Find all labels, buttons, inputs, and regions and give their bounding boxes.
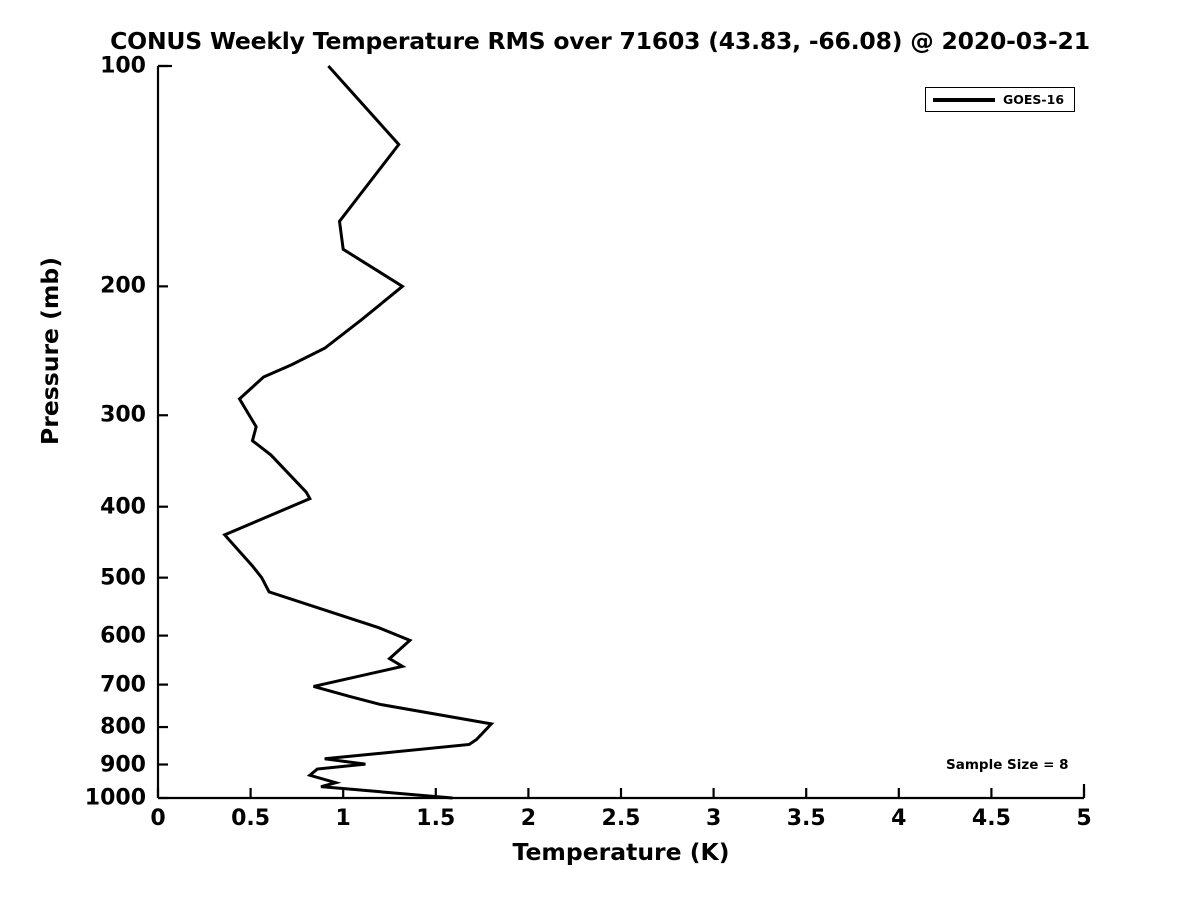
y-tick-label: 500 (100, 565, 146, 591)
y-axis-label: Pressure (mb) (36, 257, 64, 445)
x-tick-label: 3.5 (786, 806, 826, 831)
legend-label-goes16: GOES-16 (1003, 92, 1065, 107)
y-tick-label: 200 (100, 273, 146, 299)
legend-swatch-goes16 (933, 97, 995, 102)
y-tick-label: 1000 (84, 785, 146, 811)
y-tick-label: 800 (100, 714, 146, 740)
x-tick-label: 2.5 (601, 806, 641, 831)
y-tick-label: 700 (100, 672, 146, 698)
x-tick-label: 4 (891, 806, 907, 831)
legend: GOES-16 (925, 87, 1075, 112)
y-tick-label: 300 (100, 402, 146, 428)
data-line-goes16 (222, 64, 495, 800)
x-tick-label: 0 (150, 806, 166, 831)
sample-size-annotation: Sample Size = 8 (946, 757, 1069, 773)
axis-frame (156, 64, 1086, 800)
x-tick-label: 2 (520, 806, 537, 831)
tick-marks (156, 64, 1086, 800)
x-tick-label: 5 (1076, 806, 1092, 831)
x-tick-label: 4.5 (971, 806, 1011, 831)
x-axis-label: Temperature (K) (512, 838, 730, 866)
x-tick-label: 1.5 (416, 806, 456, 831)
page-title: CONUS Weekly Temperature RMS over 71603 … (110, 27, 1090, 55)
y-tick-label: 900 (100, 752, 146, 777)
y-tick-label: 100 (100, 53, 146, 79)
y-tick-label: 400 (100, 494, 146, 520)
x-tick-label: 1 (335, 806, 351, 831)
y-tick-label: 600 (100, 623, 146, 649)
x-tick-label: 3 (705, 806, 722, 831)
x-tick-label: 0.5 (231, 806, 271, 831)
